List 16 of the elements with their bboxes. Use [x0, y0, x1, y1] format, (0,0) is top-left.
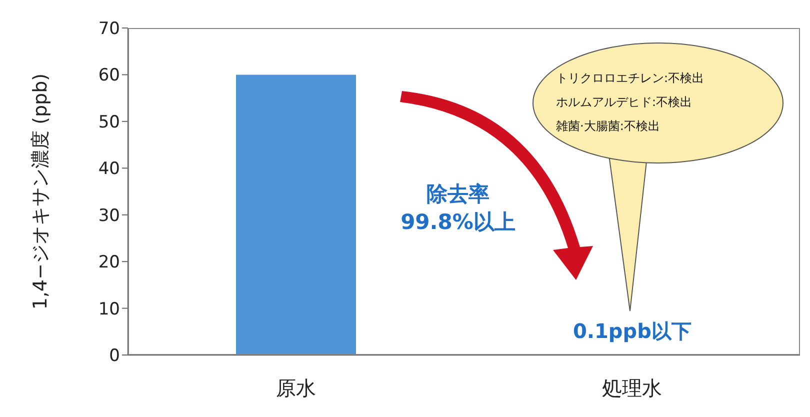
- y-tick-label: 0: [109, 346, 120, 366]
- annotation: ホルムアルデヒド:不検出: [556, 94, 694, 111]
- y-tick-label: 60: [98, 66, 120, 86]
- x-tick-label: 原水: [276, 376, 316, 400]
- y-tick-label: 40: [98, 159, 120, 180]
- annotation: 0.1ppb以下: [573, 318, 692, 345]
- annotation: 除去率 99.8%以上: [400, 181, 516, 236]
- y-tick-label: 20: [98, 252, 120, 273]
- y-tick-label: 30: [98, 206, 120, 226]
- annotation: トリクロロエチレン:不検出: [556, 70, 704, 87]
- x-tick-label: 処理水: [602, 376, 662, 400]
- annotation: 雑菌·大腸菌:不検出: [556, 118, 661, 135]
- y-axis-title: 1,4−ジオキサン濃度 (ppb): [30, 73, 52, 310]
- y-tick-label: 70: [98, 19, 120, 40]
- y-tick-label: 50: [98, 112, 120, 132]
- y-tick-label: 10: [98, 299, 120, 320]
